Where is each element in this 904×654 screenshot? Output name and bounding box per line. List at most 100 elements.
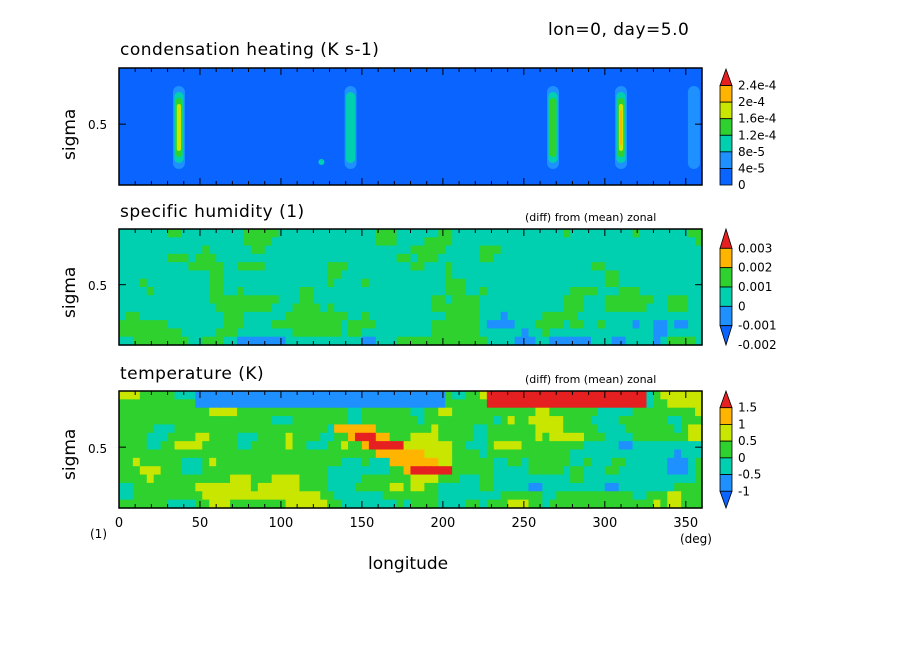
heatmap-cell	[479, 311, 488, 321]
heatmap-cell	[653, 320, 661, 330]
heatmap-cell	[243, 320, 252, 330]
heatmap-cell	[202, 262, 210, 272]
heatmap-cell	[542, 407, 550, 417]
heatmap-cell	[639, 499, 648, 509]
colorbar-segment	[719, 85, 733, 103]
heatmap-cell	[584, 432, 592, 442]
heatmap-cell	[285, 399, 294, 409]
header-text: lon=0, day=5.0	[548, 20, 690, 40]
heatmap-cell	[466, 270, 474, 280]
heatmap-cell	[257, 262, 266, 272]
heatmap-cell	[174, 432, 183, 442]
heatmap-cell	[361, 457, 370, 467]
heatmap-cell	[285, 237, 294, 247]
heatmap-cell	[368, 407, 377, 417]
heatmap-cell	[459, 482, 467, 492]
heatmap-cell	[375, 320, 384, 330]
heatmap-cell	[382, 245, 391, 255]
heatmap-cell	[459, 295, 467, 305]
heatmap-cell	[452, 441, 460, 451]
heatmap-cell	[348, 391, 356, 400]
heatmap-cell	[424, 336, 432, 346]
heatmap-cell	[188, 262, 196, 272]
heatmap-cell	[507, 287, 516, 296]
heatmap-cell	[306, 441, 314, 451]
heatmap-cell	[119, 491, 127, 501]
heatmap-cell	[382, 391, 391, 400]
heatmap-cell	[341, 311, 349, 321]
heatmap-cell	[382, 320, 391, 330]
heatmap-cell	[243, 399, 252, 409]
heatmap-cell	[542, 287, 550, 296]
heatmap-cell	[528, 416, 537, 426]
heatmap-cell	[292, 424, 301, 434]
heatmap-cell	[396, 237, 405, 247]
heatmap-cell	[375, 245, 384, 255]
heatmap-cell	[479, 287, 488, 296]
colorbar-segment	[719, 267, 733, 288]
heatmap-cell	[306, 416, 314, 426]
heatmap-cell	[514, 407, 523, 417]
heatmap-cell	[639, 336, 648, 346]
heatmap-cell	[216, 474, 224, 484]
heatmap-cell	[313, 320, 321, 330]
heatmap-cell	[459, 320, 467, 330]
heatmap-cell	[604, 407, 613, 417]
heatmap-cell	[514, 482, 523, 492]
heatmap-cell	[431, 245, 439, 255]
heatmap-cell	[410, 262, 419, 272]
heatmap-cell	[639, 407, 648, 417]
heatmap-cell	[341, 278, 349, 288]
heatmap-cell	[639, 449, 648, 459]
heatmap-cell	[514, 303, 523, 313]
heatmap-cell	[125, 482, 134, 492]
heatmap-cell	[209, 311, 217, 321]
heatmap-cell	[139, 253, 148, 263]
heatmap-cell	[410, 245, 419, 255]
heatmap-cell	[577, 474, 585, 484]
heatmap-cell	[667, 303, 675, 313]
heatmap-cell	[660, 295, 668, 305]
heatmap-cell	[181, 466, 189, 476]
heatmap-cell	[202, 482, 210, 492]
heatmap-cell	[125, 474, 134, 484]
heatmap-cell	[167, 278, 176, 288]
heatmap-cell	[250, 499, 259, 509]
heatmap-cell	[486, 320, 495, 330]
heatmap-cell	[230, 295, 238, 305]
colorbar-segment	[719, 101, 733, 120]
heatmap-cell	[320, 303, 328, 313]
heatmap-cell	[611, 466, 620, 476]
heatmap-cell	[674, 303, 682, 313]
heatmap-cell	[230, 449, 238, 459]
heatmap-cell	[125, 278, 134, 288]
heatmap-cell	[604, 424, 613, 434]
heatmap-cell	[389, 253, 398, 263]
heatmap-cell	[264, 499, 273, 509]
heatmap-cell	[146, 278, 155, 288]
heatmap-cell	[160, 449, 169, 459]
heatmap-cell	[299, 424, 307, 434]
heatmap-cell	[264, 287, 273, 296]
heatmap-cell	[660, 245, 668, 255]
heatmap-cell	[535, 407, 543, 417]
heatmap-cell	[125, 295, 134, 305]
heatmap-cell	[313, 336, 321, 346]
heatmap-cell	[486, 416, 495, 426]
heatmap-cell	[153, 245, 162, 255]
heatmap-cell	[250, 449, 259, 459]
heatmap-cell	[313, 253, 321, 263]
heatmap-cell	[688, 278, 696, 288]
heatmap-cell	[146, 474, 155, 484]
heatmap-cell	[410, 320, 419, 330]
heatmap-cell	[341, 407, 349, 417]
colorbar-segment	[719, 247, 733, 269]
heatmap-cell	[223, 466, 231, 476]
heatmap-cell	[535, 303, 543, 313]
heatmap-cell	[479, 449, 488, 459]
heatmap-cell	[584, 245, 592, 255]
heatmap-cell	[618, 320, 627, 330]
heatmap-cell	[514, 320, 523, 330]
heatmap-cell	[639, 245, 648, 255]
heatmap-cell	[556, 253, 564, 263]
